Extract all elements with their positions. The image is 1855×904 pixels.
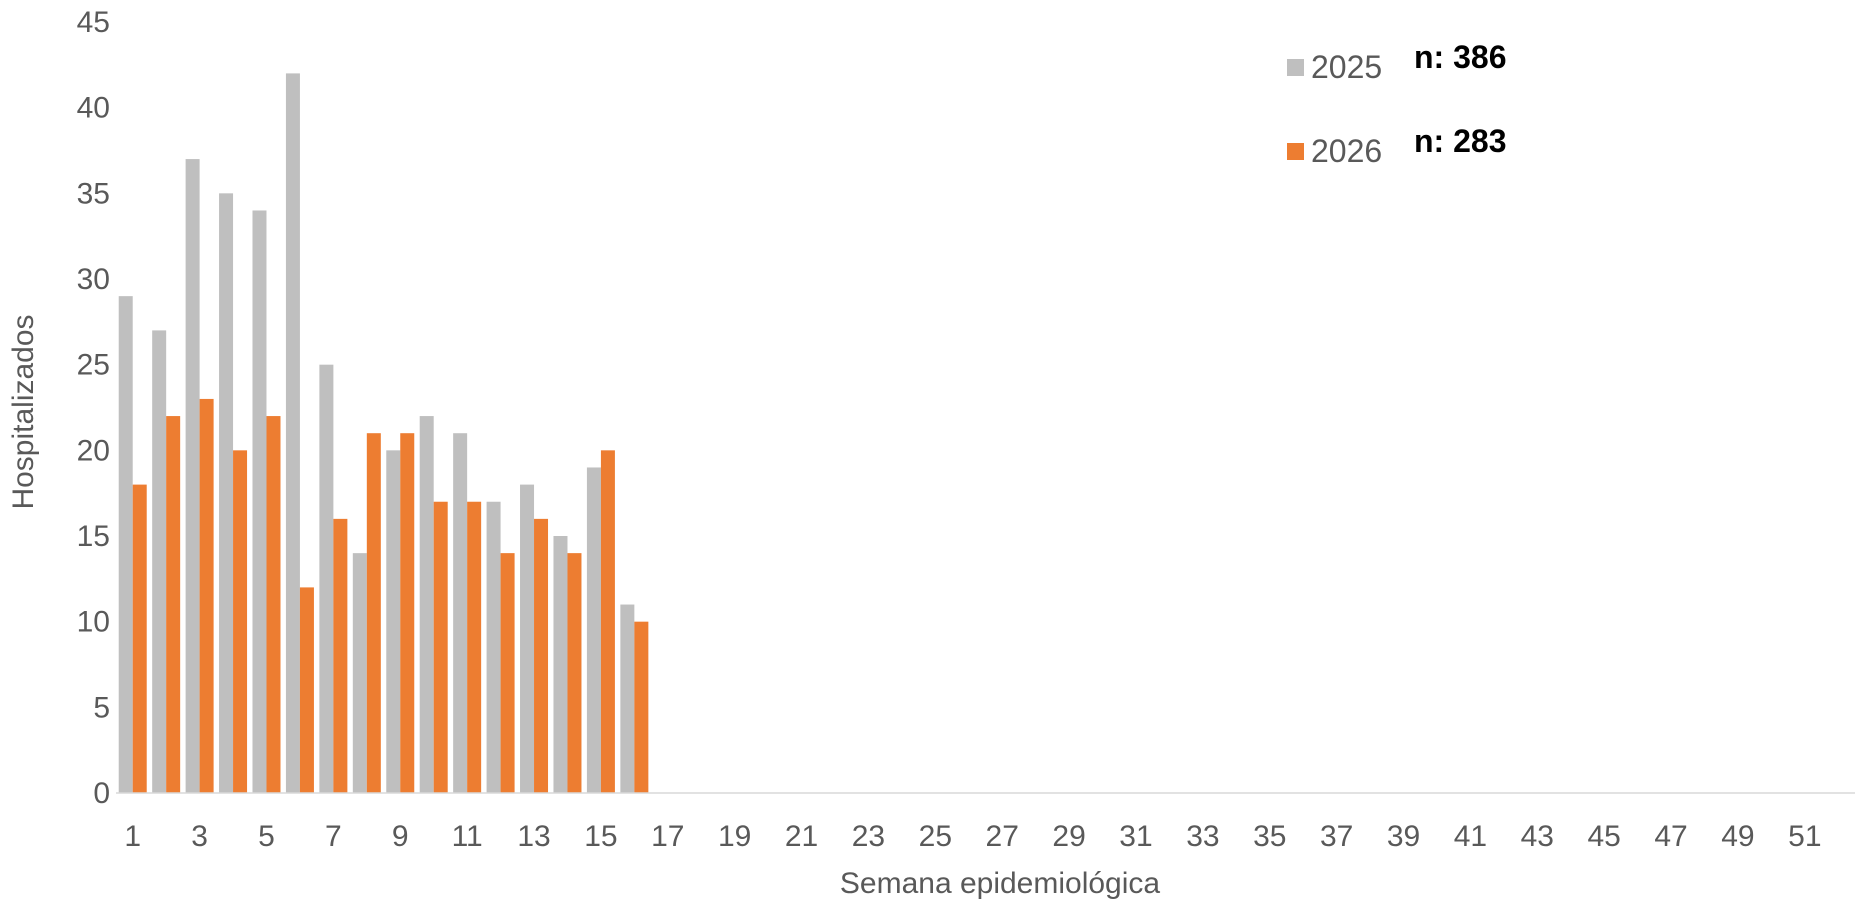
- x-tick-label-41: 41: [1454, 820, 1487, 853]
- x-tick-label-39: 39: [1387, 820, 1420, 853]
- legend: 2025 n: 386 2026 n: 283: [1287, 39, 1506, 169]
- y-tick-label-25: 25: [77, 349, 110, 382]
- x-tick-label-33: 33: [1186, 820, 1219, 853]
- bar-2025-week-9: [386, 450, 401, 793]
- bar-2026-week-5: [266, 416, 281, 793]
- x-tick-label-3: 3: [191, 820, 208, 853]
- bar-2025-week-14: [553, 536, 568, 793]
- x-tick-label-49: 49: [1721, 820, 1754, 853]
- bar-2026-week-4: [233, 450, 248, 793]
- bar-2026-week-15: [600, 450, 615, 793]
- bar-2025-week-15: [586, 467, 601, 793]
- bar-2025-week-4: [219, 193, 234, 794]
- x-tick-label-45: 45: [1587, 820, 1620, 853]
- bar-2025-week-7: [319, 364, 334, 793]
- bar-2026-week-12: [500, 553, 515, 793]
- x-tick-label-27: 27: [986, 820, 1019, 853]
- bar-2025-week-3: [185, 159, 200, 794]
- y-tick-label-15: 15: [77, 520, 110, 553]
- y-tick-label-5: 5: [93, 691, 110, 724]
- x-tick-label-9: 9: [392, 820, 409, 853]
- bar-2025-week-10: [419, 416, 434, 793]
- x-tick-label-47: 47: [1654, 820, 1687, 853]
- x-tick-label-31: 31: [1119, 820, 1152, 853]
- legend-label-2026: 2026: [1311, 133, 1382, 169]
- bar-2026-week-14: [567, 553, 582, 793]
- x-tick-label-23: 23: [852, 820, 885, 853]
- x-tick-label-11: 11: [452, 820, 483, 853]
- x-tick-label-17: 17: [651, 820, 684, 853]
- bar-2026-week-8: [366, 433, 381, 793]
- y-tick-label-0: 0: [93, 777, 110, 810]
- x-tick-label-43: 43: [1521, 820, 1554, 853]
- x-tick-label-25: 25: [919, 820, 952, 853]
- bar-2026-week-10: [433, 501, 448, 793]
- x-tick-label-21: 21: [785, 820, 818, 853]
- bar-2025-week-6: [285, 73, 300, 793]
- y-axis-ticks: 0 5 10 15 20 25 30 35 40 45: [77, 6, 110, 810]
- y-tick-label-45: 45: [77, 6, 110, 39]
- bar-2025-week-11: [453, 433, 468, 793]
- y-tick-label-10: 10: [77, 606, 110, 639]
- bar-2025-week-8: [352, 553, 367, 793]
- x-tick-label-37: 37: [1320, 820, 1353, 853]
- legend-count-2025: n: 386: [1414, 39, 1506, 75]
- x-tick-label-7: 7: [325, 820, 342, 853]
- bar-2026-week-9: [400, 433, 415, 793]
- x-axis-title: Semana epidemiológica: [840, 867, 1161, 900]
- y-axis-title: Hospitalizados: [7, 314, 40, 509]
- legend-count-2026: n: 283: [1414, 123, 1506, 159]
- x-tick-label-51: 51: [1788, 820, 1821, 853]
- bar-2025-week-5: [252, 210, 267, 793]
- legend-swatch-2025: [1287, 59, 1304, 76]
- bar-2026-week-2: [166, 416, 181, 793]
- x-tick-label-13: 13: [517, 820, 550, 853]
- bar-2026-week-1: [132, 484, 147, 793]
- y-tick-label-30: 30: [77, 263, 110, 296]
- x-axis-ticks: 1 3 5 7 9 11 13 15 17 19 21 23 25 27 29 31 33 35 37 39 41 43 4…: [124, 820, 1821, 853]
- bar-2025-week-1: [118, 296, 133, 793]
- bar-2026-week-6: [299, 587, 314, 793]
- bar-2026-week-13: [534, 518, 549, 793]
- bar-2026-week-3: [199, 398, 214, 793]
- x-tick-label-19: 19: [718, 820, 751, 853]
- x-tick-label-35: 35: [1253, 820, 1286, 853]
- bar-2026-week-11: [467, 501, 482, 793]
- bar-2025-week-12: [486, 501, 501, 793]
- y-tick-label-20: 20: [77, 434, 110, 467]
- bar-2025-week-13: [520, 484, 535, 793]
- bar-2025-week-2: [152, 330, 167, 793]
- bar-2025-week-16: [620, 604, 635, 793]
- y-tick-label-35: 35: [77, 177, 110, 210]
- bars-group: [118, 73, 649, 794]
- bar-2026-week-16: [634, 621, 649, 793]
- legend-swatch-2026: [1287, 143, 1304, 160]
- x-tick-label-15: 15: [584, 820, 617, 853]
- y-tick-label-40: 40: [77, 92, 110, 125]
- legend-label-2025: 2025: [1311, 49, 1382, 85]
- x-tick-label-5: 5: [258, 820, 275, 853]
- x-tick-label-1: 1: [124, 820, 141, 853]
- x-tick-label-29: 29: [1052, 820, 1085, 853]
- bar-2026-week-7: [333, 518, 348, 793]
